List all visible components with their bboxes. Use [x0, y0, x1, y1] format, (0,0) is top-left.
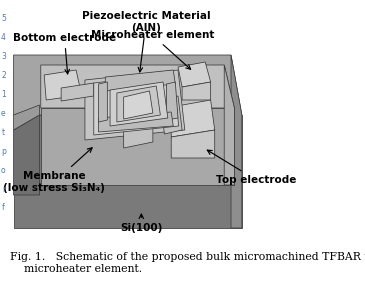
Polygon shape [14, 115, 39, 195]
Polygon shape [41, 108, 234, 185]
Polygon shape [99, 82, 107, 122]
Text: Piezoelectric Material
(AlN): Piezoelectric Material (AlN) [82, 11, 210, 72]
Polygon shape [14, 105, 39, 130]
Polygon shape [124, 91, 153, 119]
Text: p: p [1, 147, 6, 156]
Polygon shape [44, 70, 81, 100]
Polygon shape [166, 82, 178, 120]
Polygon shape [171, 100, 215, 137]
Polygon shape [160, 96, 182, 134]
Polygon shape [178, 62, 211, 87]
Polygon shape [94, 74, 179, 135]
Polygon shape [14, 115, 242, 228]
Polygon shape [171, 130, 215, 158]
Polygon shape [124, 118, 153, 148]
Text: 4: 4 [1, 33, 6, 42]
Text: e: e [1, 108, 6, 117]
Text: Top electrode: Top electrode [207, 150, 296, 185]
Text: f: f [2, 204, 5, 213]
Text: 2: 2 [1, 71, 6, 79]
Polygon shape [117, 86, 160, 122]
Polygon shape [182, 82, 211, 100]
Text: Bottom electrode: Bottom electrode [13, 33, 116, 74]
Polygon shape [85, 70, 185, 140]
Polygon shape [14, 55, 242, 115]
Polygon shape [105, 70, 175, 91]
Text: Membrane
(low stress Si₃N₄): Membrane (low stress Si₃N₄) [3, 148, 105, 193]
Text: 1: 1 [1, 90, 6, 99]
Text: Microheater element: Microheater element [91, 30, 214, 69]
Text: Si(100): Si(100) [120, 214, 162, 233]
Text: t: t [2, 128, 5, 136]
Text: 5: 5 [1, 14, 6, 22]
Polygon shape [110, 82, 168, 126]
Text: Fig. 1.   Schematic of the proposed bulk micromachined TFBAR with a
    microhea: Fig. 1. Schematic of the proposed bulk m… [10, 252, 365, 274]
Polygon shape [41, 65, 234, 108]
Polygon shape [99, 112, 173, 132]
Polygon shape [224, 65, 234, 185]
Text: o: o [1, 165, 6, 175]
Polygon shape [61, 83, 94, 101]
Text: r: r [2, 184, 5, 193]
Text: 3: 3 [1, 51, 6, 60]
Polygon shape [231, 55, 242, 228]
